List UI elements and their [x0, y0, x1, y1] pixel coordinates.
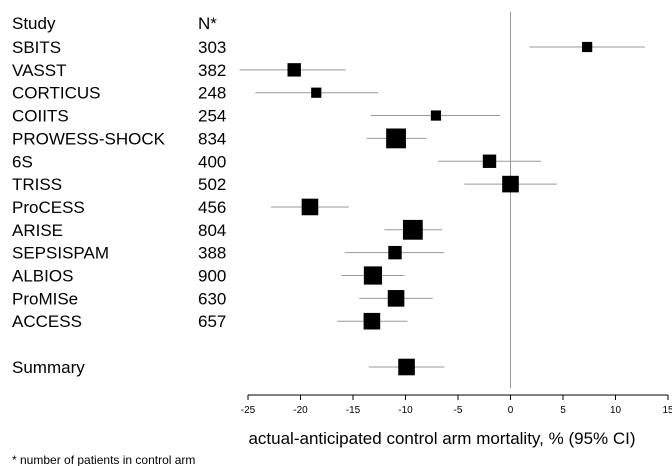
study-8-point-estimate: [402, 219, 423, 240]
x-tick-label: 5: [560, 405, 566, 416]
study-2-point-estimate: [311, 87, 322, 98]
study-8-name: ARISE: [12, 221, 63, 240]
study-2-name: CORTICUS: [12, 84, 100, 103]
study-1-n: 382: [198, 61, 226, 80]
study-7-n: 456: [198, 198, 226, 217]
study-5-name: 6S: [12, 152, 33, 171]
study-1-name: VASST: [12, 61, 66, 80]
study-rows: SBITS 303 VASST 382 CORTICUS 248 COIITS 254 PROW…: [12, 12, 645, 388]
study-12-name: ACCESS: [12, 312, 82, 331]
study-3-name: COIITS: [12, 107, 69, 126]
study-0-n: 303: [198, 38, 226, 57]
study-10-point-estimate: [363, 266, 383, 285]
study-7-point-estimate: [301, 198, 319, 216]
study-6-n: 502: [198, 175, 226, 194]
study-6-name: TRISS: [12, 175, 62, 194]
x-tick-label: -15: [346, 405, 361, 416]
study-12-n: 657: [198, 312, 226, 331]
study-9-n: 388: [198, 244, 226, 263]
study-5-n: 400: [198, 152, 226, 171]
study-9-name: SEPSISPAM: [12, 244, 109, 263]
x-tick-label: 0: [508, 405, 514, 416]
study-0-point-estimate: [582, 41, 593, 53]
summary-name: Summary: [12, 358, 85, 377]
x-axis: -25 -20 -15 -10 -5 0 5 10 15: [241, 394, 672, 416]
study-3-n: 254: [198, 107, 226, 126]
x-tick-label: -10: [398, 405, 413, 416]
x-tick-label: 10: [610, 405, 622, 416]
study-6-point-estimate: [502, 175, 519, 193]
x-tick-label: 15: [662, 405, 672, 416]
study-10-name: ALBIOS: [12, 267, 73, 286]
x-tick-label: -5: [454, 405, 463, 416]
study-11-name: ProMISe: [12, 289, 78, 308]
study-7-name: ProCESS: [12, 198, 85, 217]
study-column-header: Study: [12, 14, 56, 33]
footnote: * number of patients in control arm: [12, 453, 195, 466]
study-1-point-estimate: [287, 63, 301, 77]
study-3-point-estimate: [430, 110, 442, 121]
study-11-n: 630: [198, 289, 226, 308]
x-axis-label: actual-anticipated control arm mortality…: [248, 429, 635, 448]
study-5-point-estimate: [482, 154, 497, 168]
study-12-point-estimate: [363, 312, 381, 330]
study-0-name: SBITS: [12, 38, 61, 57]
x-tick-label: -20: [293, 405, 308, 416]
study-4-point-estimate: [386, 128, 406, 149]
study-4-name: PROWESS-SHOCK: [12, 129, 166, 148]
study-8-n: 804: [198, 221, 226, 240]
study-9-point-estimate: [388, 245, 402, 260]
summary-point-estimate: [398, 358, 415, 376]
study-4-n: 834: [198, 129, 226, 148]
x-tick-label: -25: [241, 405, 256, 416]
study-10-n: 900: [198, 267, 226, 286]
study-2-n: 248: [198, 84, 226, 103]
study-11-point-estimate: [387, 290, 405, 307]
n-column-header: N*: [198, 14, 217, 33]
